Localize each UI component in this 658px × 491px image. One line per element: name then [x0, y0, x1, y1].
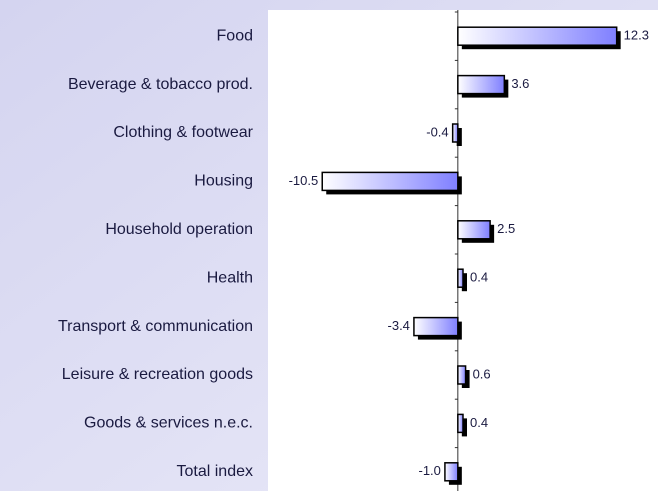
value-label: 0.4 [470, 415, 488, 430]
value-label: -0.4 [426, 124, 448, 139]
category-label: Leisure & recreation goods [62, 366, 253, 383]
bar-shadow [461, 418, 467, 437]
category-label: Health [207, 269, 253, 286]
bar-shadow [456, 128, 462, 146]
value-label: 12.3 [624, 28, 649, 43]
value-label: -1.0 [419, 463, 441, 478]
category-label: Household operation [105, 221, 253, 238]
category-label: Total index [177, 463, 254, 480]
bar [457, 220, 491, 240]
bar [457, 365, 467, 385]
value-label: 0.4 [470, 270, 488, 285]
bar [321, 171, 459, 192]
bar [444, 462, 459, 482]
bar [457, 413, 464, 434]
value-label: 3.6 [511, 76, 529, 91]
category-label: Beverage & tobacco prod. [68, 76, 253, 93]
bar [457, 26, 618, 46]
category-label: Goods & services n.e.c. [84, 415, 253, 432]
bar [413, 316, 459, 337]
value-label: -3.4 [388, 318, 410, 333]
bar [457, 74, 506, 95]
value-label: 2.5 [497, 221, 515, 236]
category-label: Clothing & footwear [113, 124, 253, 141]
bar-shadow [461, 273, 467, 292]
value-label: -10.5 [289, 173, 319, 188]
category-label: Food [217, 27, 253, 44]
category-label: Transport & communication [58, 318, 253, 335]
bar [457, 268, 464, 288]
value-label: 0.6 [473, 366, 491, 381]
bar [451, 123, 459, 143]
category-label: Housing [194, 173, 253, 190]
